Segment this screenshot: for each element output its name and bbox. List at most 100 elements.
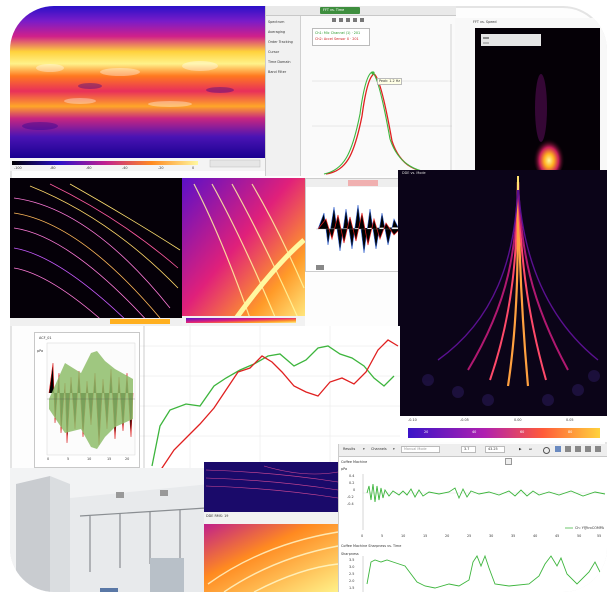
bright-spec-image	[204, 524, 340, 592]
spectrogram-color-image	[182, 178, 305, 326]
tool-icon[interactable]	[565, 446, 571, 452]
zoom-icon[interactable]	[543, 447, 550, 454]
y-tick: 0	[353, 488, 356, 492]
x-tick: 5	[67, 457, 70, 461]
x-tick: 0	[361, 534, 364, 538]
x-tick: 10	[401, 534, 406, 538]
chart-title: Coffee Machine	[341, 460, 368, 464]
legend-entry: Ch1: Mic Channel (1) · 201	[315, 31, 361, 35]
ui-window-mid: FFT vs. Time Spectrum Averaging Order Tr…	[265, 6, 456, 176]
coffee-machine-chart	[362, 474, 606, 530]
app-window-bottom: Results ▾ Channels ▾ Manual Mode 3.7 43.…	[338, 444, 607, 592]
plot-title: DDE vs. Mode	[402, 171, 426, 175]
tab-fft-vs-time[interactable]: FFT vs. Time	[320, 7, 360, 14]
peak-marker	[371, 71, 375, 75]
tool-icon[interactable]	[595, 446, 601, 452]
chart-expand-handle[interactable]	[505, 458, 512, 465]
toolbar-icon[interactable]	[353, 18, 357, 22]
x-tick: 15	[107, 457, 112, 461]
colorbar-tick: -20	[158, 166, 164, 170]
y-tick: 0.2	[349, 481, 355, 485]
series-line-green	[366, 554, 606, 589]
colorbar-tick: 40	[472, 430, 477, 434]
results-menu[interactable]: Results	[343, 447, 356, 451]
trace-plot-image	[46, 342, 136, 456]
value-field-2[interactable]: 43.25	[485, 446, 505, 453]
x-tick: 5	[381, 534, 384, 538]
x-tick: -0.05	[460, 418, 469, 422]
y-tick: -0.2	[347, 495, 354, 499]
x-tick: 20	[125, 457, 130, 461]
x-tick: 20	[445, 534, 450, 538]
sidebar-item-averaging[interactable]: Averaging	[268, 30, 286, 34]
y-tick: 0.4	[349, 474, 355, 478]
x-tick: -0.10	[408, 418, 417, 422]
sidebar-item-cursor[interactable]: Cursor	[268, 50, 280, 54]
y-tick: 2.0	[349, 579, 355, 583]
y-unit: pPa	[37, 349, 44, 353]
colorbar-tick: 0	[192, 166, 195, 170]
room-3d-panel	[10, 468, 210, 592]
window-titlebar	[266, 6, 456, 16]
time-signal-image	[306, 179, 414, 270]
bright-spec-panel	[204, 524, 340, 592]
tool-icon[interactable]	[585, 446, 591, 452]
x-tick: 50	[577, 534, 582, 538]
tool-icon[interactable]	[555, 446, 561, 452]
y-tick: 3.0	[349, 565, 355, 569]
colorbar-tick: 60	[520, 430, 525, 434]
colorbar-tick: 20	[424, 430, 429, 434]
y-unit: Sharpness	[341, 552, 359, 556]
legend-entry: Ch2: Accel Sensor X · 201	[315, 37, 359, 41]
x-tick: 25	[467, 534, 472, 538]
series-line-green	[366, 483, 606, 503]
x-tick: 30	[489, 534, 494, 538]
x-tick: 0.00	[514, 418, 522, 422]
sidebar-item-spectrum[interactable]: Spectrum	[268, 20, 285, 24]
value-field-1[interactable]: 3.7	[461, 446, 477, 453]
plot-title: FFT vs. Speed	[473, 20, 497, 24]
y-tick: 1.5	[349, 586, 355, 590]
mode-select[interactable]: Manual Mode	[401, 446, 440, 453]
time-signal-panel	[305, 178, 415, 272]
toolbar-icon[interactable]	[339, 18, 343, 22]
chevron-down-icon: ▾	[363, 447, 365, 451]
sidebar-item-band-filter[interactable]: Band Filter	[268, 70, 287, 74]
sidebar-item-order-tracking[interactable]: Order Tracking	[268, 40, 293, 44]
sharpness-chart	[362, 554, 606, 592]
x-tick: 35	[511, 534, 516, 538]
colorbar-tick: -40	[122, 166, 128, 170]
series-line-red	[159, 339, 399, 471]
series-line-red	[325, 73, 447, 175]
toolbar-icon[interactable]	[346, 18, 350, 22]
play-icon[interactable]: ▶	[519, 447, 522, 451]
plot-title: ACF_01	[39, 336, 52, 340]
x-tick: 40	[533, 534, 538, 538]
y-tick: 2.5	[349, 572, 355, 576]
collage: -100 -80 -60 -40 -20 0 FFT vs. Time Spec…	[10, 6, 607, 592]
trace-plot-panel: ACF_01 pPa 0 5 10 15 20	[34, 332, 140, 468]
sidebar-item-time-domain[interactable]: Time Domain	[268, 60, 291, 64]
x-tick: 45	[555, 534, 560, 538]
toolbar-icon[interactable]	[332, 18, 336, 22]
skip-icon[interactable]: ⏭	[529, 447, 533, 451]
legend-entry: Ch: Y@trxCOMPA	[575, 526, 604, 530]
sidebar: Spectrum Averaging Order Tracking Cursor…	[266, 16, 301, 176]
colorbar-tick: 80	[568, 430, 573, 434]
small-spec-image	[204, 462, 340, 524]
series-line-green	[323, 71, 447, 175]
x-tick: 15	[423, 534, 428, 538]
x-tick: 10	[87, 457, 92, 461]
y-unit: pPa	[341, 467, 348, 471]
top-right-plot-image	[475, 28, 600, 176]
toolbar: Results ▾ Channels ▾ Manual Mode 3.7 43.…	[339, 444, 607, 457]
room-3d-image	[10, 468, 210, 592]
tool-icon[interactable]	[575, 446, 581, 452]
spectrogram-dark-panel	[10, 178, 182, 326]
toolbar-icon[interactable]	[360, 18, 364, 22]
peak-plot	[312, 24, 452, 176]
waterfall-image	[398, 176, 607, 442]
channels-menu[interactable]: Channels	[371, 447, 387, 451]
mini-toolbar	[302, 17, 452, 23]
